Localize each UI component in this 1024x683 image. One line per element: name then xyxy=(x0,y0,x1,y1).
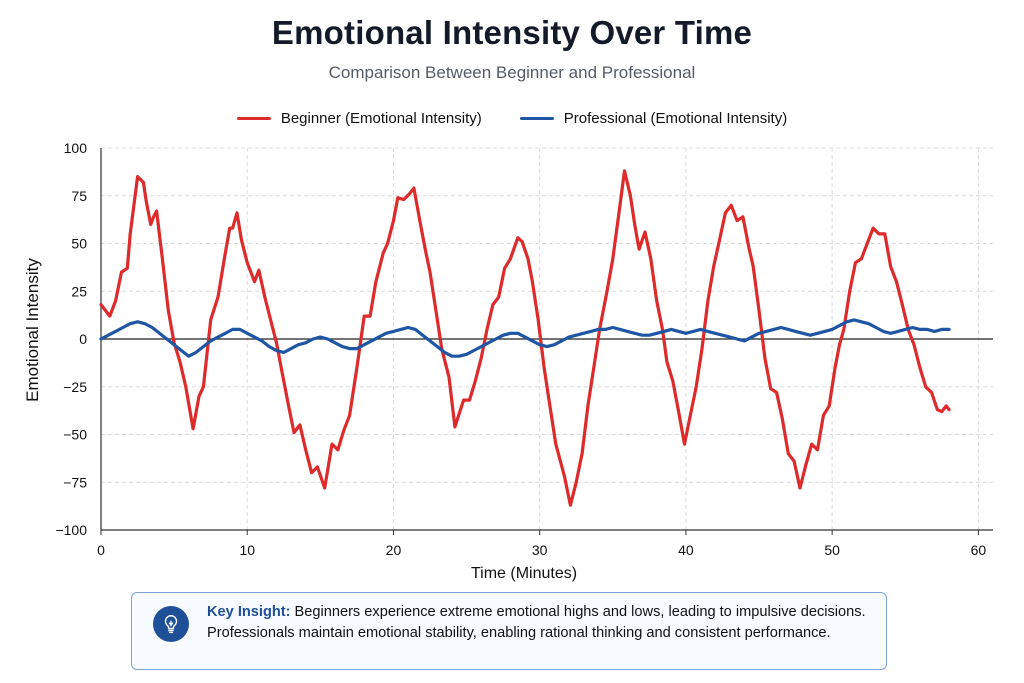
y-axis-label: Emotional Intensity xyxy=(23,258,42,402)
x-tick-label: 20 xyxy=(386,542,402,558)
chart-series xyxy=(99,169,951,507)
y-tick-label: −25 xyxy=(63,379,87,395)
x-tick-label: 40 xyxy=(678,542,694,558)
professional-line xyxy=(99,318,951,358)
y-tick-label: −50 xyxy=(63,427,87,443)
beginner-line xyxy=(99,169,951,507)
legend-label-professional: Professional (Emotional Intensity) xyxy=(563,110,788,127)
x-tick-label: 60 xyxy=(971,542,987,558)
x-tick-label: 30 xyxy=(532,542,548,558)
key-insight-body: Beginners experience extreme emotional h… xyxy=(207,604,866,641)
chart-legend: Beginner (Emotional Intensity) Professio… xyxy=(0,110,1024,127)
x-tick-label: 0 xyxy=(97,542,105,558)
legend-swatch-professional xyxy=(519,117,554,120)
x-tick-label: 50 xyxy=(824,542,840,558)
legend-item-professional: Professional (Emotional Intensity) xyxy=(519,110,788,127)
legend-swatch-beginner xyxy=(236,117,271,120)
key-insight-box: Key Insight: Beginners experience extreme… xyxy=(131,592,887,670)
legend-label-beginner: Beginner (Emotional Intensity) xyxy=(280,110,482,127)
legend-item-beginner: Beginner (Emotional Intensity) xyxy=(236,110,482,127)
y-tick-label: 25 xyxy=(71,283,87,299)
chart-subtitle: Comparison Between Beginner and Professi… xyxy=(328,63,696,82)
chart-title: Emotional Intensity Over Time xyxy=(271,14,753,51)
key-insight-text: Key Insight: Beginners experience extreme… xyxy=(207,602,872,643)
x-axis-label: Time (Minutes) xyxy=(471,565,577,582)
lightbulb-icon xyxy=(153,606,189,642)
key-insight-label: Key Insight: xyxy=(207,604,291,620)
chart-grid xyxy=(100,147,993,531)
chart-plot: 100 75 50 25 0 −25 −50 −75 −100 0 10 20 30 40 50 60 Emo… xyxy=(23,140,993,582)
y-tick-label: −75 xyxy=(63,474,87,490)
x-tick-label: 10 xyxy=(239,542,255,558)
y-tick-label: −100 xyxy=(55,522,87,538)
y-tick-label: 100 xyxy=(64,140,88,156)
y-tick-label: 50 xyxy=(71,236,87,252)
y-tick-label: 75 xyxy=(71,188,87,204)
y-tick-label: 0 xyxy=(79,331,87,347)
chart-axes: 100 75 50 25 0 −25 −50 −75 −100 0 10 20 30 40 50 60 xyxy=(55,140,993,558)
